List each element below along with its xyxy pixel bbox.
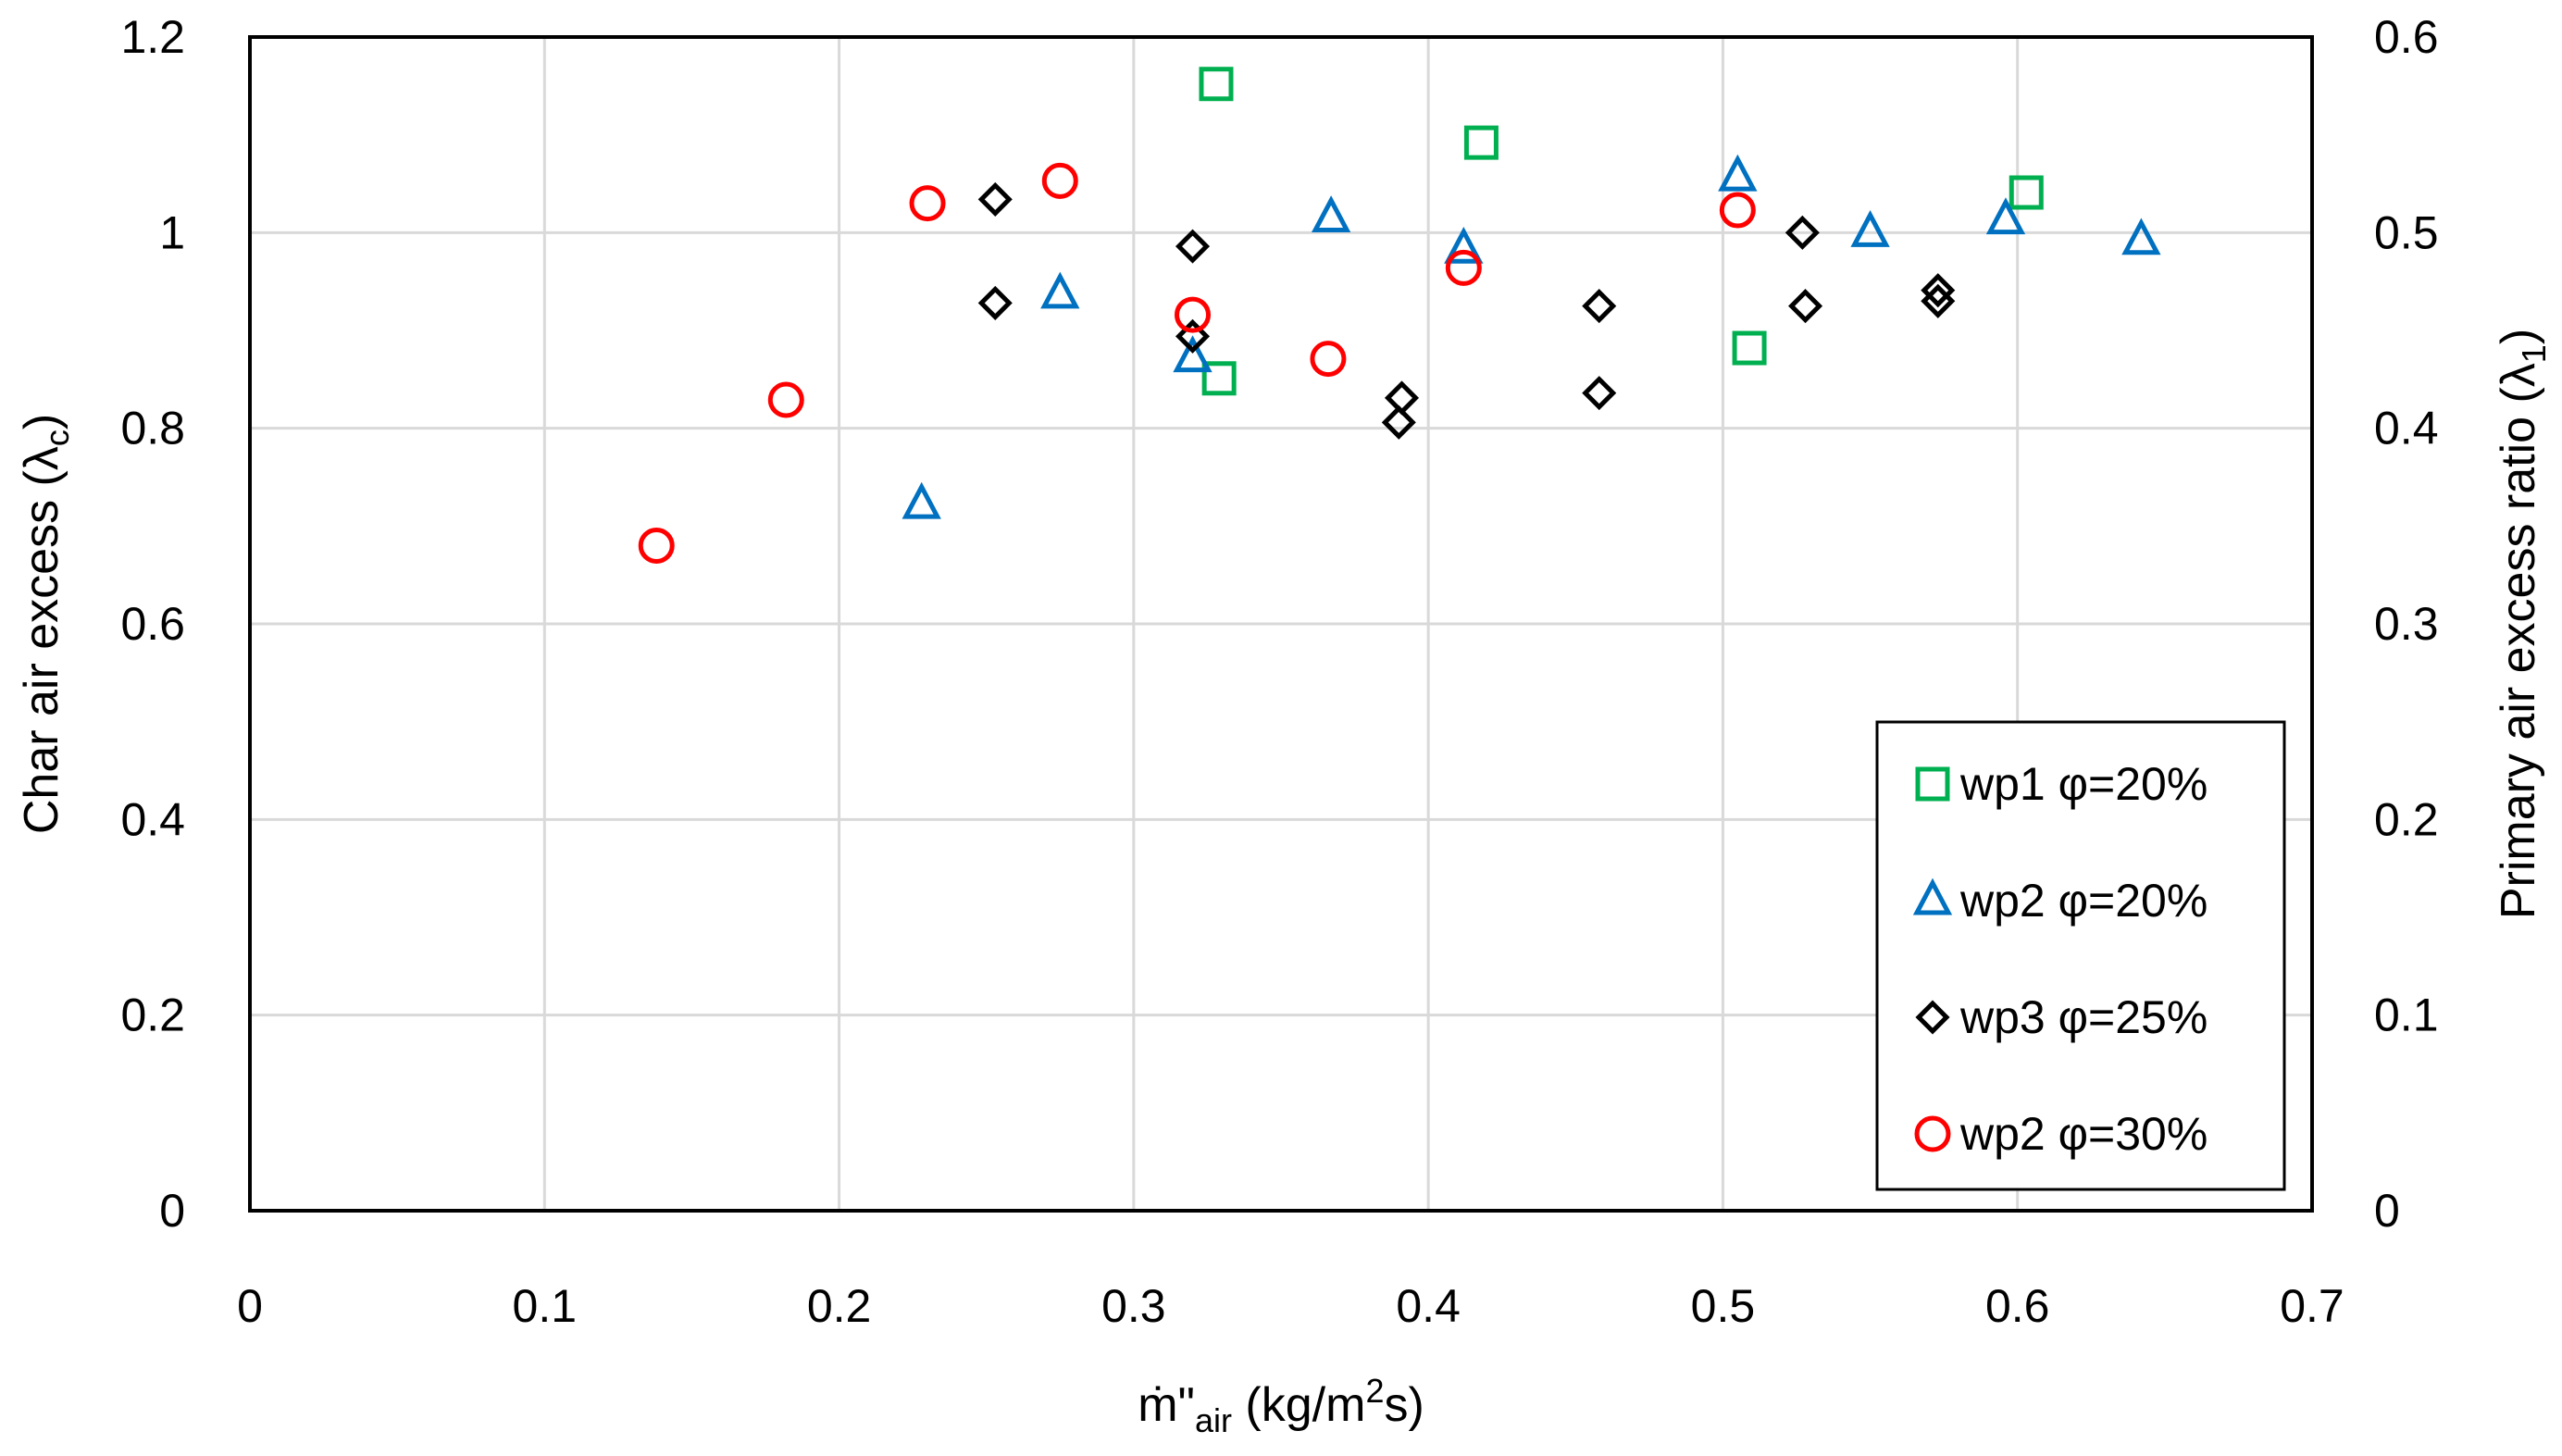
legend-label: wp2 φ=20% — [1959, 875, 2208, 927]
legend-marker-diamond — [1915, 1000, 1950, 1035]
legend-marker-triangle — [1912, 877, 1953, 915]
left-y-tick-label: 1.2 — [120, 11, 185, 63]
data-point-series-2 — [1985, 197, 2026, 235]
legend-marker-circle — [1914, 1115, 1951, 1152]
data-point-series-3 — [1384, 380, 1420, 416]
x-tick-label: 0.2 — [807, 1280, 872, 1332]
data-point-series-4 — [1719, 192, 1756, 229]
right-y-tick-label: 0.1 — [2374, 989, 2439, 1041]
left-y-tick-label: 0.2 — [120, 989, 185, 1041]
right-y-tick-label: 0.4 — [2374, 403, 2439, 454]
legend-label: wp3 φ=25% — [1959, 991, 2208, 1043]
right-y-tick-label: 0.5 — [2374, 206, 2439, 258]
data-point-series-2 — [1040, 271, 1080, 309]
x-tick-label: 0.1 — [513, 1280, 578, 1332]
legend-label: wp1 φ=20% — [1959, 758, 2208, 810]
data-point-series-3 — [1788, 289, 1823, 324]
data-point-series-2 — [1718, 154, 1758, 192]
data-point-series-3 — [1921, 273, 1956, 308]
plot-area-frame — [248, 35, 2314, 1213]
data-point-series-1 — [1199, 67, 1234, 102]
left-y-axis-ticks: 0 0.2 0.4 0.6 0.8 1 1.2 — [120, 11, 185, 1237]
data-point-series-3 — [1381, 404, 1416, 440]
data-point-series-1 — [1463, 125, 1499, 160]
data-point-series-3 — [977, 285, 1013, 320]
legend-marker-square — [1915, 766, 1950, 802]
data-point-series-4 — [1041, 162, 1078, 199]
data-point-series-4 — [1310, 341, 1347, 378]
data-point-series-1 — [1732, 330, 1767, 366]
right-y-tick-label: 0.3 — [2374, 598, 2439, 650]
legend-item-3: wp3 φ=25% — [1915, 991, 2208, 1043]
legend-item-2: wp2 φ=20% — [1912, 875, 2208, 927]
data-point-series-3 — [1921, 283, 1956, 318]
legend: wp1 φ=20% wp2 φ=20% wp3 φ=25% wp2 φ=30% — [1875, 720, 2286, 1191]
legend-item-1: wp1 φ=20% — [1915, 758, 2208, 810]
left-y-tick-label: 0 — [159, 1185, 185, 1237]
data-point-series-2 — [1173, 335, 1213, 373]
right-y-tick-label: 0.2 — [2374, 793, 2439, 845]
x-axis-title: ṁ"air (kg/m2s) — [1138, 1372, 1424, 1439]
data-point-series-2 — [2121, 218, 2161, 255]
data-point-series-4 — [767, 381, 804, 418]
data-point-series-3 — [1175, 229, 1211, 264]
left-y-tick-label: 1 — [159, 206, 185, 258]
x-tick-label: 0.7 — [2280, 1280, 2344, 1332]
data-point-series-2 — [1850, 210, 1890, 247]
x-tick-label: 0.5 — [1691, 1280, 1756, 1332]
data-point-series-1 — [1201, 361, 1237, 396]
x-axis-ticks: 0 0.1 0.2 0.3 0.4 0.5 0.6 0.7 — [237, 1280, 2344, 1332]
data-point-series-4 — [1445, 249, 1482, 286]
left-y-tick-label: 0.6 — [120, 598, 185, 650]
data-point-series-2 — [1311, 195, 1351, 232]
left-y-tick-label: 0.8 — [120, 403, 185, 454]
data-point-series-4 — [1175, 296, 1212, 333]
data-point-series-4 — [638, 527, 675, 564]
legend-item-4: wp2 φ=30% — [1914, 1108, 2208, 1160]
x-tick-label: 0 — [237, 1280, 263, 1332]
data-point-series-3 — [1582, 376, 1617, 411]
right-y-tick-label: 0 — [2374, 1185, 2400, 1237]
data-point-series-3 — [1785, 215, 1820, 250]
right-y-tick-label: 0.6 — [2374, 11, 2439, 63]
data-point-series-2 — [902, 481, 941, 519]
left-y-axis-title: Char air excess (λc) — [15, 414, 76, 834]
data-point-series-4 — [909, 185, 946, 222]
data-point-series-1 — [2009, 175, 2044, 210]
x-tick-label: 0.3 — [1101, 1280, 1166, 1332]
data-point-series-3 — [1582, 289, 1617, 324]
x-tick-label: 0.4 — [1396, 1280, 1461, 1332]
legend-label: wp2 φ=30% — [1959, 1108, 2208, 1160]
data-point-series-3 — [977, 181, 1013, 217]
right-y-axis-ticks: 0 0.1 0.2 0.3 0.4 0.5 0.6 — [2374, 11, 2439, 1237]
right-y-axis-title: Primary air excess ratio (λ1) — [2492, 329, 2553, 919]
data-point-series-2 — [1444, 226, 1484, 264]
x-tick-label: 0.6 — [1985, 1280, 2050, 1332]
data-point-series-3 — [1175, 318, 1211, 354]
data-points-layer — [638, 67, 2161, 564]
left-y-tick-label: 0.4 — [120, 793, 185, 845]
